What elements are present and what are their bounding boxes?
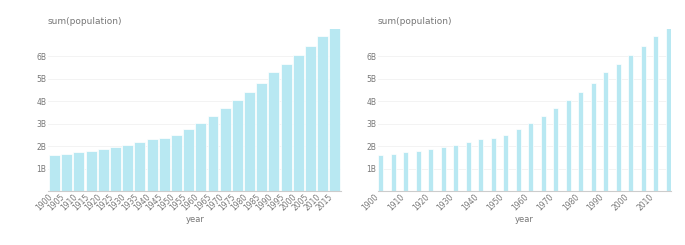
X-axis label: year: year [515, 215, 534, 224]
Bar [317, 36, 328, 191]
Bar [478, 139, 484, 191]
Bar [540, 116, 546, 191]
Bar [566, 100, 571, 191]
Bar [292, 55, 303, 191]
Bar [616, 64, 621, 191]
Bar [466, 142, 471, 191]
Bar [378, 155, 384, 191]
Bar [416, 151, 421, 191]
Bar [269, 72, 279, 191]
X-axis label: year: year [185, 215, 204, 224]
Bar [208, 116, 219, 191]
Bar [329, 26, 340, 191]
Bar [244, 92, 255, 191]
Bar [183, 129, 194, 191]
Bar [220, 109, 231, 191]
Bar [110, 147, 121, 191]
Bar [159, 138, 170, 191]
Bar [147, 139, 158, 191]
Text: sum(population): sum(population) [378, 17, 452, 26]
Bar [391, 154, 396, 191]
Bar [403, 152, 408, 191]
Bar [232, 100, 243, 191]
Bar [440, 147, 446, 191]
Bar [453, 145, 458, 191]
Bar [134, 142, 145, 191]
Bar [281, 64, 292, 191]
Bar [553, 109, 558, 191]
Bar [122, 145, 133, 191]
Bar [640, 46, 646, 191]
Bar [171, 135, 182, 191]
Bar [73, 152, 84, 191]
Bar [578, 92, 584, 191]
Bar [666, 26, 671, 191]
Bar [195, 123, 206, 191]
Bar [490, 138, 496, 191]
Bar [603, 72, 608, 191]
Bar [428, 149, 434, 191]
Text: sum(population): sum(population) [48, 17, 123, 26]
Bar [503, 135, 508, 191]
Bar [590, 83, 596, 191]
Bar [49, 155, 60, 191]
Bar [86, 151, 97, 191]
Bar [528, 123, 534, 191]
Bar [516, 129, 521, 191]
Bar [305, 46, 316, 191]
Bar [61, 154, 72, 191]
Bar [653, 36, 658, 191]
Bar [98, 149, 109, 191]
Bar [628, 55, 634, 191]
Bar [256, 83, 267, 191]
